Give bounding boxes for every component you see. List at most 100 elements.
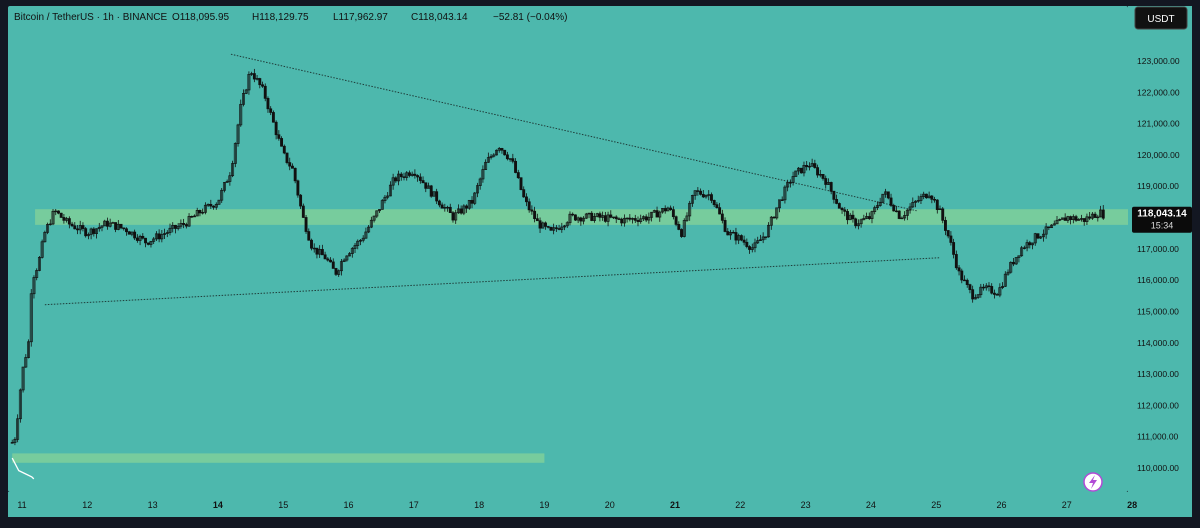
currency-label[interactable]: USDT	[1147, 14, 1174, 25]
candle-body	[911, 202, 915, 208]
candle-body	[701, 194, 705, 198]
candle-body	[301, 205, 305, 218]
candle-body	[704, 195, 708, 198]
candle-body	[1090, 213, 1094, 219]
candle-body	[299, 194, 303, 207]
trendline-1[interactable]	[230, 53, 917, 212]
candle-body	[982, 286, 985, 289]
time-tick-label: 15	[278, 500, 288, 510]
candle-body	[51, 210, 55, 225]
candle-body	[707, 194, 711, 196]
candle-body	[402, 176, 406, 178]
candle-body	[1003, 273, 1007, 287]
candle-body	[859, 219, 863, 225]
currency-button[interactable]: USDT	[1134, 6, 1188, 30]
ohlc-change: −52.81 (−0.04%)	[493, 12, 568, 23]
candle-body	[76, 228, 79, 231]
candle-body	[514, 160, 518, 173]
candle-body	[168, 227, 172, 233]
candle-body	[282, 145, 286, 154]
candle-body	[413, 173, 417, 176]
zone-2[interactable]	[12, 453, 545, 463]
candle-body	[914, 200, 917, 203]
candle-body	[503, 149, 507, 156]
candle-body	[832, 190, 836, 200]
candle-body	[731, 231, 735, 234]
symbol-header[interactable]: Bitcoin / TetherUS · 1h · BINANCE O118,0…	[14, 12, 568, 23]
candles-layer	[10, 68, 1105, 446]
lightning-icon-bolt	[1089, 475, 1097, 489]
candle-body	[1020, 247, 1024, 257]
candle-body	[220, 189, 224, 201]
candle-body	[614, 216, 618, 220]
candle-body	[372, 215, 376, 221]
time-axis[interactable]: 11 12 13 14 15 16 17 18 19 20 21 22 23 24 25 26 27 28	[17, 500, 1137, 510]
candle-body	[666, 207, 670, 212]
candle-body	[758, 239, 762, 241]
candle-body	[584, 213, 588, 219]
candle-body	[397, 173, 401, 182]
candle-body	[222, 182, 226, 191]
currency-button-bg[interactable]	[1134, 6, 1188, 30]
candle-body	[125, 228, 128, 233]
candle-body	[963, 279, 966, 282]
candle-body	[361, 237, 365, 241]
candle-body	[97, 226, 101, 230]
candle-body	[658, 211, 662, 218]
candle-body	[729, 231, 732, 236]
candle-body	[293, 167, 297, 182]
candle-body	[726, 231, 730, 236]
candle-body	[163, 233, 167, 235]
candle-body	[37, 257, 41, 271]
candle-body	[524, 196, 528, 203]
candle-body	[737, 235, 741, 241]
trendlines-layer	[44, 53, 940, 306]
candle-body	[745, 241, 749, 247]
candle-body	[149, 240, 153, 245]
candle-body	[851, 214, 855, 220]
candle-body	[995, 294, 999, 296]
candle-body	[508, 158, 512, 160]
candle-body	[416, 175, 420, 178]
candle-body	[310, 239, 313, 249]
candle-body	[748, 246, 752, 250]
time-tick-label: 23	[801, 500, 811, 510]
candle-body	[889, 197, 893, 206]
symbol-label[interactable]: Bitcoin / TetherUS · 1h · BINANCE	[14, 12, 168, 23]
candle-body	[57, 210, 60, 214]
candle-body	[247, 73, 251, 91]
candle-body	[29, 293, 33, 343]
candle-body	[386, 195, 390, 198]
candle-body	[788, 182, 792, 184]
candle-body	[135, 237, 139, 241]
candle-body	[467, 199, 471, 209]
price-tick-label: 116,000.00	[1137, 275, 1179, 285]
candle-body	[1009, 261, 1013, 273]
candle-body	[375, 210, 379, 217]
candle-body	[95, 228, 99, 234]
candle-body	[821, 174, 825, 179]
time-tick-label: 26	[996, 500, 1006, 510]
candle-body	[544, 222, 547, 227]
candle-body	[933, 199, 937, 201]
candle-body	[10, 442, 14, 444]
candle-body	[669, 207, 673, 210]
candle-body	[48, 223, 52, 226]
candle-body	[682, 220, 686, 237]
candle-body	[723, 220, 727, 232]
candle-body	[427, 185, 430, 189]
candle-body	[492, 154, 496, 157]
lightning-icon[interactable]	[1083, 472, 1103, 492]
current-price-tag: 118,043.14 15:34	[1132, 206, 1192, 233]
candle-body	[160, 234, 164, 240]
candle-body	[742, 239, 746, 243]
candle-body	[43, 231, 47, 243]
candle-body	[105, 220, 109, 227]
ohlc-high: H118,129.75	[252, 12, 309, 23]
candle-body	[767, 224, 771, 238]
trendline-2[interactable]	[44, 257, 940, 306]
candle-body	[612, 216, 615, 219]
candle-body	[255, 78, 259, 80]
